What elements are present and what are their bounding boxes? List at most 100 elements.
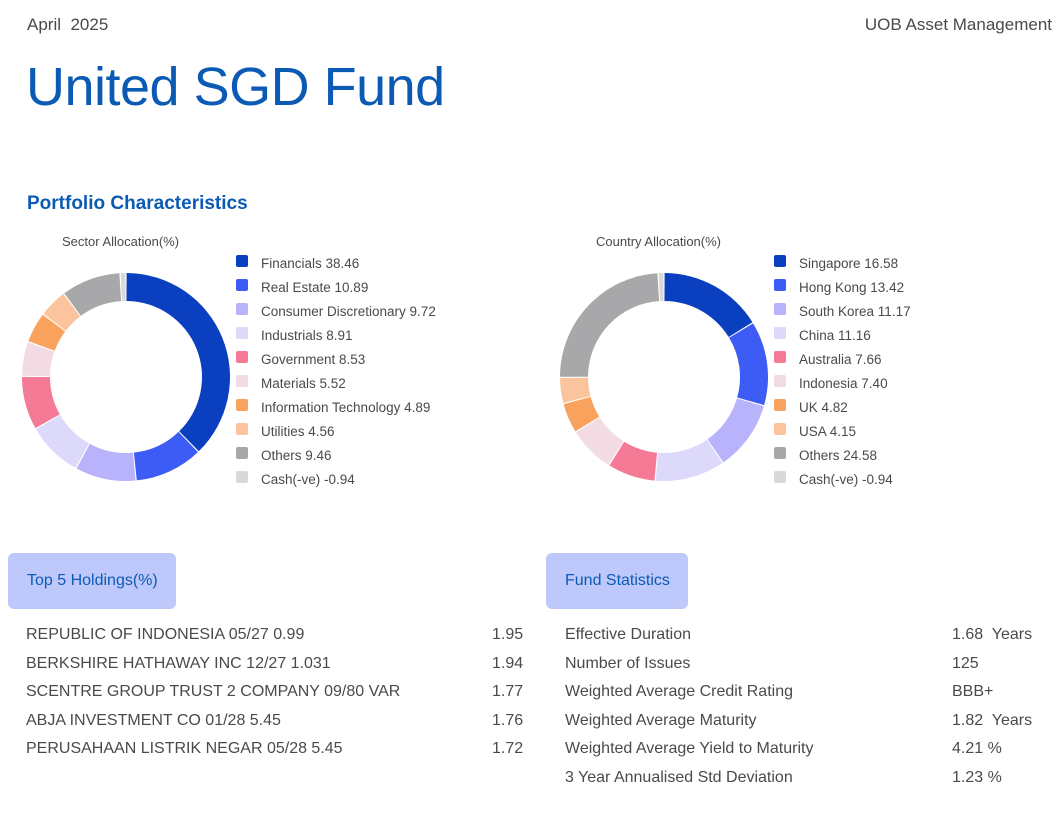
sector-donut-slice: [22, 342, 55, 377]
holding-row-value: 1.76: [492, 711, 524, 729]
company-name: UOB Asset Management: [864, 15, 1052, 34]
country-donut-slice: [707, 398, 764, 463]
sector-legend-item: Utilities 4.56: [236, 419, 335, 439]
legend-label: USA 4.15: [799, 423, 857, 439]
country-legend-item: Indonesia 7.40: [774, 371, 888, 391]
legend-label: Singapore 16.58: [799, 255, 899, 271]
legend-label: South Korea 11.17: [799, 303, 911, 319]
legend-label: Indonesia 7.40: [799, 375, 888, 391]
holding-row-name: SCENTRE GROUP TRUST 2 COMPANY 09/80 VAR: [26, 683, 401, 700]
legend-swatch: [236, 471, 248, 483]
sector-donut-slice: [126, 273, 230, 452]
sector-legend-item: Government 8.53: [236, 347, 365, 367]
holding-row-value: 1.77: [492, 683, 524, 700]
sector-donut-chart: [22, 273, 230, 481]
statistic-row-value: 1.68 Years: [952, 626, 1033, 643]
country-donut-slice: [560, 273, 660, 377]
fund-statistics-title: Fund Statistics: [565, 572, 670, 589]
sector-legend: Financials 38.46 Real Estate 10.89 Consume…: [236, 251, 496, 491]
country-legend-item: Australia 7.66: [774, 347, 882, 367]
statistic-row-name: Effective Duration: [565, 626, 691, 643]
holding-row-name: PERUSAHAAN LISTRIK NEGAR 05/28 5.45: [26, 740, 343, 757]
legend-label: UK 4.82: [799, 399, 848, 415]
sector-legend-item: Cash(-ve) -0.94: [236, 467, 355, 487]
sector-legend-item: Others 9.46: [236, 443, 332, 463]
country-legend-item: Hong Kong 13.42: [774, 275, 904, 295]
sector-donut-slice: [36, 415, 90, 468]
report-date: April 2025: [27, 15, 109, 34]
country-legend-item: South Korea 11.17: [774, 299, 911, 319]
sector-legend-item: Consumer Discretionary 9.72: [236, 299, 436, 319]
legend-swatch: [774, 351, 786, 363]
holding-row-name: BERKSHIRE HATHAWAY INC 12/27 1.031: [26, 654, 331, 672]
legend-label: Hong Kong 13.42: [799, 279, 905, 295]
country-donut-slice: [664, 273, 753, 337]
sector-donut-slice: [28, 314, 66, 351]
country-donut-slice: [576, 417, 624, 465]
legend-label: Cash(-ve) -0.94: [799, 471, 893, 487]
legend-swatch: [236, 399, 248, 411]
legend-swatch: [236, 303, 248, 315]
top-holdings-title: Top 5 Holdings(%): [27, 572, 158, 589]
statistic-row-name: 3 Year Annualised Std Deviation: [565, 768, 793, 786]
country-legend: Singapore 16.58 Hong Kong 13.42 South Kore…: [774, 251, 1034, 491]
statistic-row-value: BBB+: [952, 683, 994, 700]
legend-swatch: [236, 279, 248, 291]
legend-swatch: [774, 303, 786, 315]
country-donut-slice: [729, 323, 768, 406]
sector-chart-title: Sector Allocation(%): [62, 234, 180, 249]
sector-legend-item: Materials 5.52: [236, 371, 346, 391]
statistic-row-value: 4.21 %: [952, 740, 1002, 757]
sector-legend-item: Financials 38.46: [236, 251, 359, 271]
statistic-row-value: 125: [952, 654, 979, 672]
legend-label: Utilities 4.56: [261, 423, 335, 439]
section-title: Portfolio Characteristics: [27, 193, 248, 214]
legend-label: Australia 7.66: [799, 351, 882, 367]
legend-swatch: [236, 375, 248, 387]
statistic-row-value: 1.82 Years: [952, 711, 1033, 729]
country-legend-item: Cash(-ve) -0.94: [774, 467, 893, 487]
holding-row-value: 1.94: [492, 654, 524, 672]
fund-statistics-header: Fund Statistics: [546, 553, 688, 609]
country-legend-item: Others 24.58: [774, 443, 877, 463]
legend-swatch: [236, 255, 248, 267]
legend-label: Financials 38.46: [261, 255, 360, 271]
holding-row-name: REPUBLIC OF INDONESIA 05/27 0.99: [26, 626, 305, 643]
sector-legend-item: Real Estate 10.89: [236, 275, 368, 295]
legend-swatch: [774, 471, 786, 483]
sector-donut-slice: [64, 273, 122, 316]
country-legend-item: UK 4.82: [774, 395, 848, 415]
country-legend-item: USA 4.15: [774, 419, 856, 439]
legend-swatch: [236, 327, 248, 339]
country-donut-slice: [563, 396, 600, 432]
sector-legend-item: Industrials 8.91: [236, 323, 353, 343]
legend-label: Consumer Discretionary 9.72: [261, 303, 436, 319]
holding-row-name: ABJA INVESTMENT CO 01/28 5.45: [26, 711, 281, 729]
legend-label: Others 9.46: [261, 447, 332, 463]
legend-swatch: [774, 447, 786, 459]
legend-label: Information Technology 4.89: [261, 399, 431, 415]
statistic-row-name: Weighted Average Maturity: [565, 711, 757, 729]
legend-swatch: [774, 255, 786, 267]
country-donut-slice: [560, 377, 591, 404]
legend-swatch: [774, 399, 786, 411]
sector-donut-slice: [76, 443, 136, 481]
legend-label: Cash(-ve) -0.94: [261, 471, 355, 487]
legend-swatch: [774, 327, 786, 339]
country-legend-item: China 11.16: [774, 323, 871, 343]
holding-row-value: 1.72: [492, 740, 524, 757]
holding-row-value: 1.95: [492, 626, 524, 643]
legend-swatch: [774, 279, 786, 291]
legend-swatch: [236, 447, 248, 459]
legend-swatch: [236, 351, 248, 363]
legend-label: Industrials 8.91: [261, 327, 353, 343]
statistic-row-value: 1.23 %: [952, 768, 1002, 786]
legend-label: Materials 5.52: [261, 375, 346, 391]
country-donut-chart: [560, 273, 768, 481]
legend-swatch: [774, 375, 786, 387]
legend-swatch: [774, 423, 786, 435]
legend-label: Others 24.58: [799, 447, 878, 463]
country-chart-title: Country Allocation(%): [596, 234, 721, 249]
sector-donut-slice: [43, 294, 81, 331]
sector-legend-item: Information Technology 4.89: [236, 395, 430, 415]
